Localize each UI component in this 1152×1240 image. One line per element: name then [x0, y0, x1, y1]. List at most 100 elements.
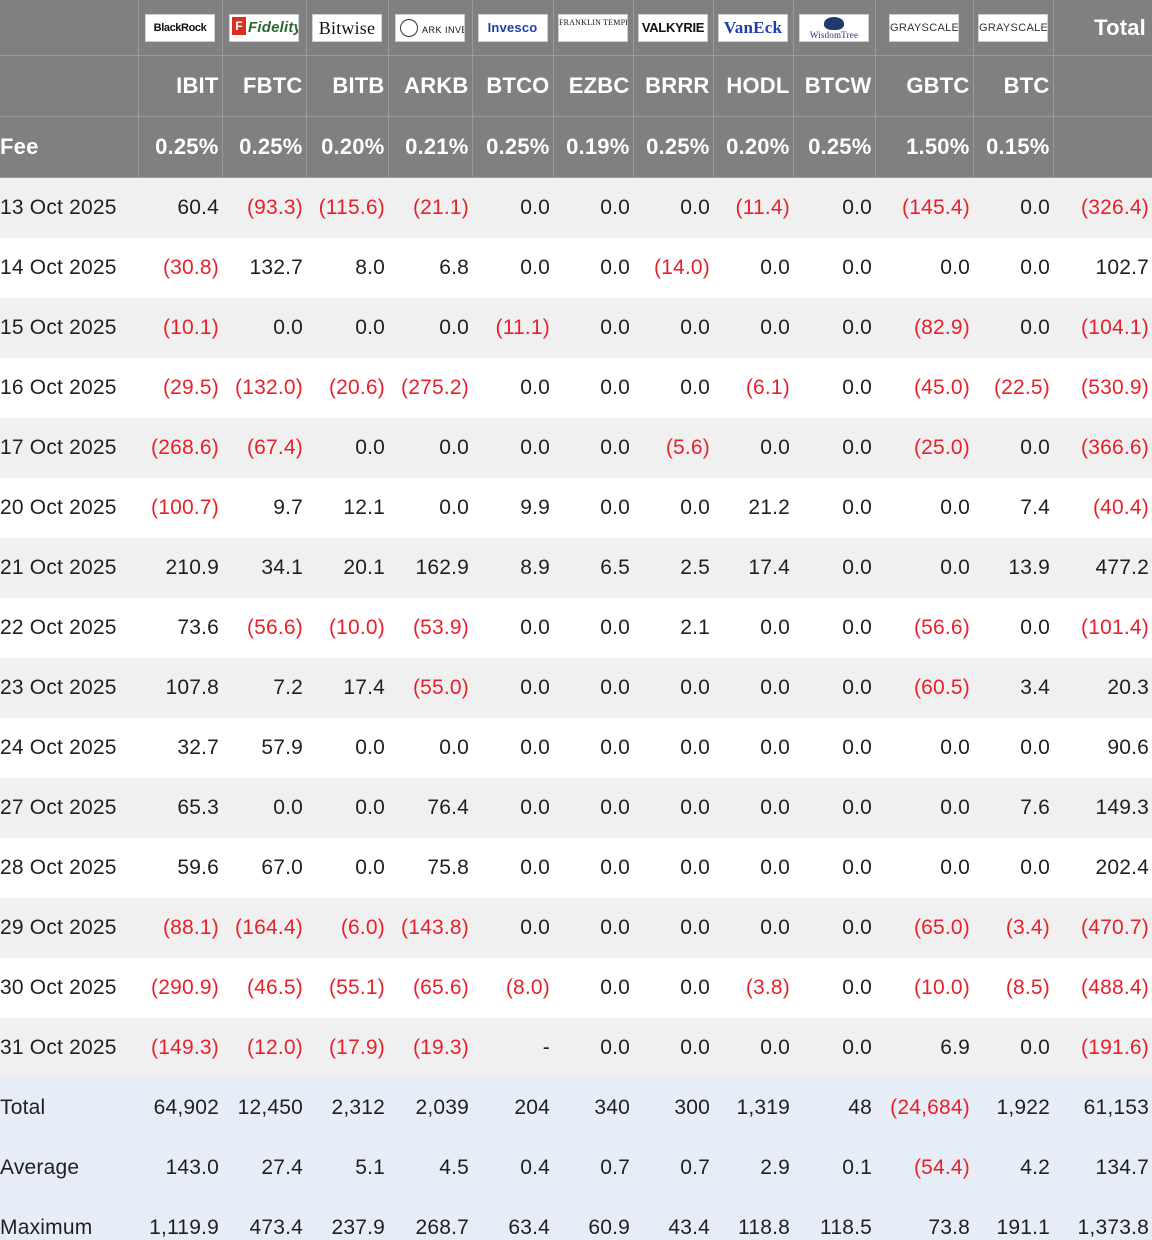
- flow-cell: 0.0: [633, 898, 713, 958]
- grayscale-gbtc-logo: GRAYSCALE: [889, 13, 959, 42]
- flow-cell: (25.0): [875, 418, 973, 478]
- flow-cell: (24,684): [875, 1078, 973, 1138]
- fee-cell: 0.20%: [306, 116, 389, 178]
- flow-cell: 0.0: [388, 418, 472, 478]
- ticker-cell: BTC: [973, 55, 1054, 117]
- table-row: 24 Oct 2025 32.7 57.9 0.0 0.0 0.0 0.0 0.0 0.0 0.0…: [0, 718, 1152, 778]
- flow-cell: 0.0: [553, 598, 633, 658]
- fee-cell: 0.19%: [553, 116, 634, 178]
- row-total-cell: (101.4): [1053, 598, 1152, 658]
- grayscale-btc-logo: GRAYSCALE: [978, 13, 1048, 42]
- ticker-cell: BITB: [306, 55, 389, 117]
- ticker-row: IBIT FBTC BITB ARKB BTCO EZBC BRRR HODL …: [0, 55, 1152, 117]
- flow-cell: 0.0: [793, 598, 875, 658]
- flow-cell: 27.4: [222, 1138, 306, 1198]
- flow-cell: 1,119.9: [138, 1198, 222, 1240]
- flow-cell: 48: [793, 1078, 875, 1138]
- row-total-cell: (326.4): [1053, 177, 1152, 238]
- flow-cell: 0.0: [875, 538, 973, 598]
- flow-cell: 0.0: [472, 718, 553, 778]
- flow-cell: 0.4: [472, 1138, 553, 1198]
- ticker-cell: FBTC: [222, 55, 307, 117]
- flow-cell: (55.0): [388, 658, 472, 718]
- flow-cell: 0.0: [633, 358, 713, 418]
- row-total-cell: 477.2: [1053, 538, 1152, 598]
- flow-cell: (6.1): [713, 358, 793, 418]
- flow-cell: 76.4: [388, 778, 472, 838]
- valkyrie-logo: VALKYRIE: [638, 13, 708, 42]
- flow-cell: 0.0: [553, 718, 633, 778]
- flow-cell: 73.8: [875, 1198, 973, 1240]
- wisdomtree-logo: WisdomTree: [799, 13, 869, 42]
- flow-cell: 0.0: [875, 718, 973, 778]
- flow-cell: (10.0): [875, 958, 973, 1018]
- flow-cell: (143.8): [388, 898, 472, 958]
- flow-cell: 2,312: [306, 1078, 388, 1138]
- flow-cell: 340: [553, 1078, 633, 1138]
- flow-cell: 4.5: [388, 1138, 472, 1198]
- flow-cell: (11.4): [713, 177, 793, 238]
- summary-label: Maximum: [0, 1198, 138, 1240]
- flow-cell: (60.5): [875, 658, 973, 718]
- flow-cell: (268.6): [138, 418, 222, 478]
- flow-cell: (132.0): [222, 358, 306, 418]
- flow-cell: (93.3): [222, 177, 306, 238]
- flow-cell: 73.6: [138, 598, 222, 658]
- row-total-cell: (191.6): [1053, 1018, 1152, 1078]
- flow-cell: 7.4: [973, 478, 1053, 538]
- flow-cell: 0.0: [472, 778, 553, 838]
- table-row: 29 Oct 2025 (88.1) (164.4) (6.0) (143.8) 0.0 0…: [0, 898, 1152, 958]
- flow-cell: (6.0): [306, 898, 388, 958]
- flow-cell: (67.4): [222, 418, 306, 478]
- flow-cell: 1,922: [973, 1078, 1053, 1138]
- flow-cell: 60.9: [553, 1198, 633, 1240]
- flow-cell: (5.6): [633, 418, 713, 478]
- table-row: 31 Oct 2025 (149.3) (12.0) (17.9) (19.3) -0.0…: [0, 1018, 1152, 1078]
- flow-cell: 0.0: [875, 778, 973, 838]
- flow-cell: (46.5): [222, 958, 306, 1018]
- flow-cell: 0.0: [222, 298, 306, 358]
- flow-cell: (290.9): [138, 958, 222, 1018]
- flow-cell: 0.0: [713, 658, 793, 718]
- flow-cell: 0.0: [973, 598, 1053, 658]
- flow-cell: 8.0: [306, 238, 388, 298]
- vaneck-logo: VanEck: [718, 13, 788, 42]
- fee-cell: 0.20%: [713, 116, 794, 178]
- flow-cell: 0.7: [553, 1138, 633, 1198]
- flow-cell: (10.0): [306, 598, 388, 658]
- flow-cell: 0.0: [388, 718, 472, 778]
- summary-row: Maximum 1,119.9 473.4 237.9 268.7 63.4 60.9 43.…: [0, 1198, 1152, 1240]
- flow-cell: 0.0: [553, 418, 633, 478]
- flow-cell: 17.4: [306, 658, 388, 718]
- flow-cell: 0.0: [973, 177, 1053, 238]
- flow-cell: 0.0: [553, 358, 633, 418]
- flow-cell: 0.0: [973, 1018, 1053, 1078]
- flow-cell: 0.0: [973, 238, 1053, 298]
- flow-cell: 7.6: [973, 778, 1053, 838]
- fee-cell: 0.25%: [222, 116, 307, 178]
- flow-cell: 3.4: [973, 658, 1053, 718]
- flow-cell: (8.5): [973, 958, 1053, 1018]
- ticker-cell: ARKB: [388, 55, 473, 117]
- flow-cell: 0.0: [793, 658, 875, 718]
- flow-cell: 0.0: [633, 718, 713, 778]
- date-cell: 17 Oct 2025: [0, 418, 138, 478]
- flow-cell: 0.0: [472, 358, 553, 418]
- flow-cell: 7.2: [222, 658, 306, 718]
- flow-cell: 4.2: [973, 1138, 1053, 1198]
- flow-cell: 0.0: [553, 177, 633, 238]
- flow-cell: 210.9: [138, 538, 222, 598]
- date-cell: 27 Oct 2025: [0, 778, 138, 838]
- flow-cell: 9.7: [222, 478, 306, 538]
- flow-cell: (3.8): [713, 958, 793, 1018]
- flow-cell: 0.0: [633, 298, 713, 358]
- flow-cell: 67.0: [222, 838, 306, 898]
- flow-cell: 0.0: [388, 478, 472, 538]
- table-row: 27 Oct 2025 65.3 0.0 0.0 76.4 0.0 0.0 0.0 0.0 0.0…: [0, 778, 1152, 838]
- flow-cell: 0.0: [222, 778, 306, 838]
- flow-cell: 0.0: [306, 298, 388, 358]
- flow-cell: 12,450: [222, 1078, 306, 1138]
- ark-invest-logo: ARK INVEST: [395, 13, 465, 42]
- flow-cell: 13.9: [973, 538, 1053, 598]
- flow-cell: 5.1: [306, 1138, 388, 1198]
